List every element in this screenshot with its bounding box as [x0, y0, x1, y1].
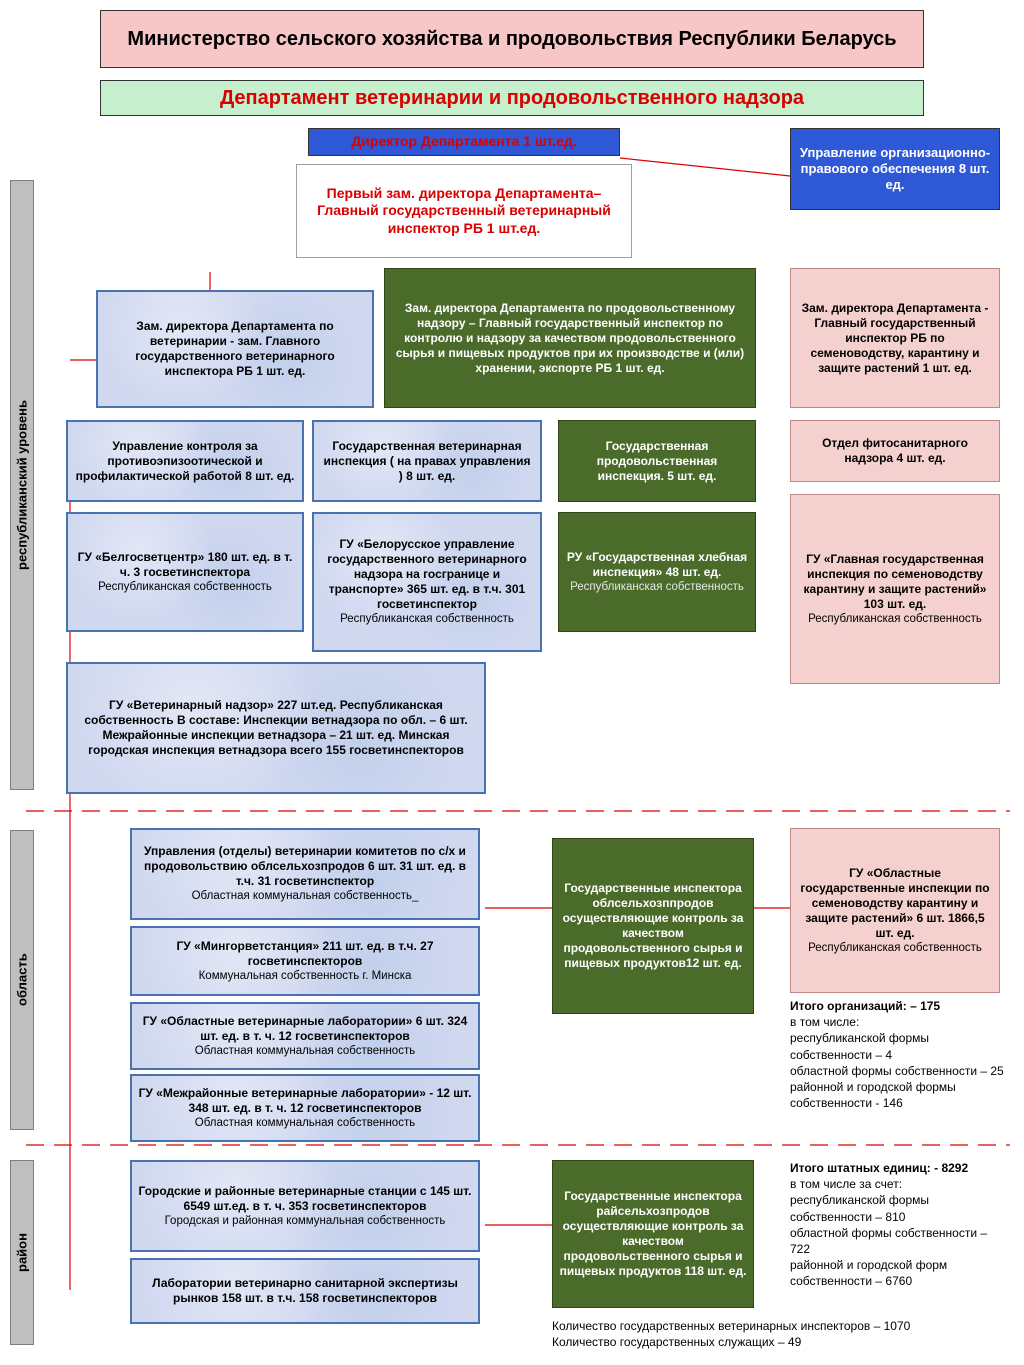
belgosvet-box: ГУ «Белгосветцентр» 180 шт. ед. в т. ч. …: [66, 512, 304, 632]
zam-plants-box: Зам. директора Департамента - Главный го…: [790, 268, 1000, 408]
ru-khleb-box: РУ «Государственная хлебная инспекция» 4…: [558, 512, 756, 632]
gor-ray-stations-sub: Городская и районная коммунальная собств…: [165, 1214, 446, 1228]
gu-glavnaya-sub: Республиканская собственность: [808, 612, 982, 626]
gu-glavnaya-box: ГУ «Главная государственная инспекция по…: [790, 494, 1000, 684]
summary-org-l1: в том числе:: [790, 1015, 859, 1029]
footer-l1: Количество государственных ветеринарных …: [552, 1319, 910, 1333]
first-deputy-box: Первый зам. директора Департамента– Глав…: [296, 164, 632, 258]
gu-obl-insp-box: ГУ «Областные государственные инспекции …: [790, 828, 1000, 993]
summary-staff-title: Итого штатных единиц: - 8292: [790, 1161, 968, 1175]
gu-glavnaya-text: ГУ «Главная государственная инспекция по…: [797, 552, 993, 612]
department-title: Департамент ветеринарии и продовольствен…: [100, 80, 924, 116]
upr-kontrol-box: Управление контроля за противоэпизоотиче…: [66, 420, 304, 502]
summary-org-l3: областной формы собственности – 25: [790, 1064, 1004, 1078]
mingorvet-sub: Коммунальная собственность г. Минска: [199, 969, 412, 983]
belgosvet-sub: Республиканская собственность: [98, 580, 272, 594]
level-oblast: область: [10, 830, 34, 1130]
summary-staff-l1: в том числе за счет:: [790, 1177, 902, 1191]
summary-org-l4: районной и городской формы собственности…: [790, 1080, 956, 1110]
belgosvet-text: ГУ «Белгосветцентр» 180 шт. ед. в т. ч. …: [74, 550, 296, 580]
summary-org-l2: республиканской формы собственности – 4: [790, 1031, 929, 1061]
vet-nadzor-box: ГУ «Ветеринарный надзор» 227 шт.ед. Респ…: [66, 662, 486, 794]
gos-food-insp-box: Государственная продовольственная инспек…: [558, 420, 756, 502]
mingorvet-text: ГУ «Мингорветстанция» 211 шт. ед. в т.ч.…: [138, 939, 472, 969]
bel-upr-nadzor-box: ГУ «Белорусское управление государственн…: [312, 512, 542, 652]
gor-ray-stations-text: Городские и районные ветеринарные станци…: [138, 1184, 472, 1214]
upr-otdely-box: Управления (отделы) ветеринарии комитето…: [130, 828, 480, 920]
ru-khleb-sub: Республиканская собственность: [570, 580, 744, 594]
gos-insp-ray-box: Государственные инспектора райсельхозпро…: [552, 1160, 754, 1308]
gu-obl-insp-sub: Республиканская собственность: [808, 941, 982, 955]
summary-org: Итого организаций: – 175 в том числе: ре…: [790, 998, 1010, 1111]
lab-expert-box: Лаборатории ветеринарно санитарной экспе…: [130, 1258, 480, 1324]
mezhray-lab-sub: Областная коммунальная собственность: [195, 1116, 415, 1130]
obl-lab-text: ГУ «Областные ветеринарные лаборатории» …: [138, 1014, 472, 1044]
director-box: Директор Департамента 1 шт.ед.: [308, 128, 620, 156]
mingorvet-box: ГУ «Мингорветстанция» 211 шт. ед. в т.ч.…: [130, 926, 480, 996]
ministry-title: Министерство сельского хозяйства и продо…: [100, 10, 924, 68]
mezhray-lab-box: ГУ «Межрайонные ветеринарные лаборатории…: [130, 1074, 480, 1142]
obl-lab-sub: Областная коммунальная собственность: [195, 1044, 415, 1058]
bel-upr-nadzor-text: ГУ «Белорусское управление государственн…: [320, 537, 534, 612]
level-republic: республиканский уровень: [10, 180, 34, 790]
otdel-fito-box: Отдел фитосанитарного надзора 4 шт. ед.: [790, 420, 1000, 482]
upr-otdely-sub: Областная коммунальная собственность_: [192, 889, 419, 903]
zam-food-box: Зам. директора Департамента по продоволь…: [384, 268, 756, 408]
gos-vet-insp-box: Государственная ветеринарная инспекция (…: [312, 420, 542, 502]
gor-ray-stations-box: Городские и районные ветеринарные станци…: [130, 1160, 480, 1252]
level-rayon: район: [10, 1160, 34, 1345]
footer-l2: Количество государственных служащих – 49: [552, 1335, 801, 1349]
summary-org-title: Итого организаций: – 175: [790, 999, 940, 1013]
summary-staff-l3: областной формы собственности – 722: [790, 1226, 987, 1256]
mezhray-lab-text: ГУ «Межрайонные ветеринарные лаборатории…: [138, 1086, 472, 1116]
footer-counts: Количество государственных ветеринарных …: [552, 1318, 952, 1350]
gu-obl-insp-text: ГУ «Областные государственные инспекции …: [797, 866, 993, 941]
summary-staff-l4: районной и городской форм собственности …: [790, 1258, 947, 1288]
legal-support-box: Управление организационно-правового обес…: [790, 128, 1000, 210]
upr-otdely-text: Управления (отделы) ветеринарии комитето…: [138, 844, 472, 889]
gos-insp-obl-box: Государственные инспектора облсельхозппр…: [552, 838, 754, 1014]
obl-lab-box: ГУ «Областные ветеринарные лаборатории» …: [130, 1002, 480, 1070]
ru-khleb-text: РУ «Государственная хлебная инспекция» 4…: [565, 550, 749, 580]
bel-upr-nadzor-sub: Республиканская собственность: [340, 612, 514, 626]
zam-vet-box: Зам. директора Департамента по ветеринар…: [96, 290, 374, 408]
summary-staff-l2: республиканской формы собственности – 81…: [790, 1193, 929, 1223]
summary-staff: Итого штатных единиц: - 8292 в том числе…: [790, 1160, 1010, 1290]
